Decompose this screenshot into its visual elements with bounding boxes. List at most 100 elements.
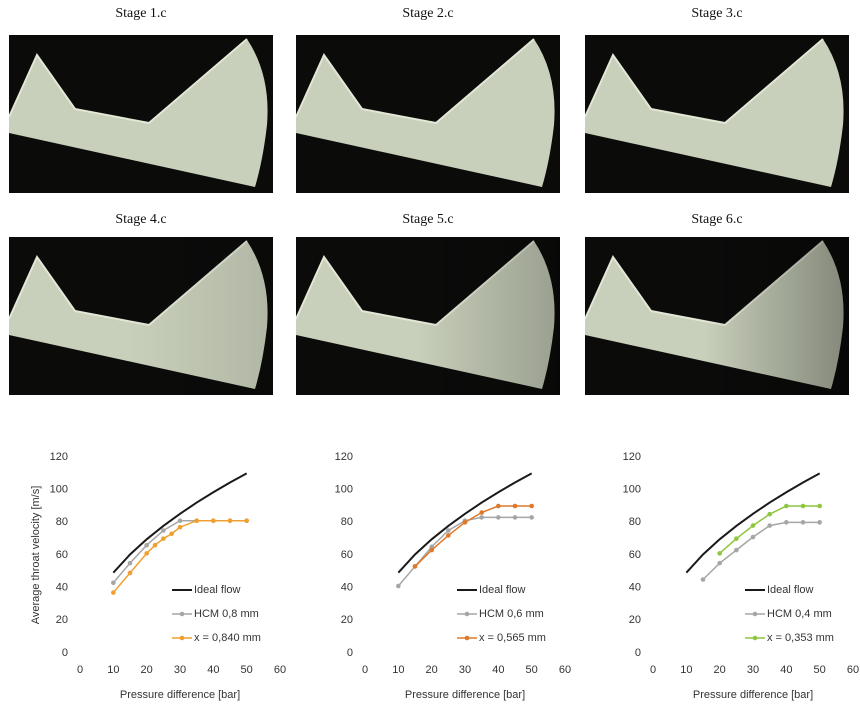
x-tick-label: 60 — [274, 664, 286, 676]
x-axis-label: Pressure difference [bar] — [120, 689, 240, 701]
y-tick-label: 60 — [341, 549, 353, 561]
point — [152, 542, 158, 548]
point — [717, 551, 722, 556]
legend-label: Ideal flow — [767, 584, 814, 596]
y-tick-label: 0 — [62, 647, 68, 659]
legend-label: x = 0,565 mm — [479, 632, 546, 644]
x-tick-label: 0 — [77, 664, 83, 676]
point — [161, 536, 166, 541]
y-tick-label: 120 — [623, 451, 641, 463]
photo — [585, 35, 849, 193]
x-tick-label: 0 — [650, 664, 656, 676]
point — [529, 503, 534, 509]
point — [817, 520, 822, 525]
series-line — [685, 472, 821, 574]
legend-label: x = 0,353 mm — [767, 632, 834, 644]
point — [169, 531, 174, 537]
point — [127, 570, 133, 576]
point — [429, 547, 434, 553]
point — [446, 533, 451, 538]
x-tick-label: 30 — [174, 664, 186, 676]
point — [144, 542, 149, 548]
point — [784, 520, 789, 525]
legend-marker — [179, 635, 185, 641]
point — [144, 551, 149, 556]
legend-label: HCM 0,6 mm — [479, 608, 544, 620]
y-tick-label: 80 — [56, 516, 68, 528]
x-tick-label: 60 — [847, 664, 859, 676]
legend-label: Ideal flow — [194, 584, 241, 596]
y-tick-label: 20 — [56, 614, 68, 626]
point — [462, 520, 468, 525]
point — [177, 524, 183, 530]
x-axis-label: Pressure difference [bar] — [405, 689, 525, 701]
photo — [9, 35, 273, 193]
y-tick-label: 40 — [56, 582, 68, 594]
x-tick-label: 40 — [492, 664, 504, 676]
point — [194, 518, 199, 523]
photo-label: Stage 6.c — [691, 212, 742, 227]
point — [111, 580, 116, 586]
point — [700, 577, 706, 582]
y-tick-label: 40 — [629, 582, 641, 594]
x-tick-label: 50 — [526, 664, 538, 676]
point — [429, 544, 434, 550]
point — [800, 503, 806, 509]
x-tick-label: 0 — [362, 664, 368, 676]
x-tick-label: 30 — [747, 664, 759, 676]
series-line — [112, 519, 247, 594]
point — [396, 583, 401, 589]
y-tick-label: 0 — [635, 647, 641, 659]
point — [161, 528, 166, 533]
x-tick-label: 20 — [714, 664, 726, 676]
y-tick-label: 20 — [629, 614, 641, 626]
y-tick-label: 100 — [623, 484, 641, 496]
x-tick-label: 10 — [107, 664, 119, 676]
y-tick-label: 80 — [629, 516, 641, 528]
y-tick-label: 60 — [56, 549, 68, 561]
point — [717, 560, 722, 566]
photo-shade — [296, 237, 560, 395]
x-tick-label: 10 — [392, 664, 404, 676]
point — [512, 503, 518, 509]
photo — [296, 35, 560, 193]
photo-label: Stage 3.c — [691, 6, 742, 21]
series-line — [112, 472, 248, 574]
point — [767, 523, 772, 528]
x-tick-label: 50 — [241, 664, 253, 676]
point — [227, 518, 233, 523]
photo-label: Stage 1.c — [115, 6, 166, 21]
point — [479, 510, 484, 515]
point — [750, 523, 756, 528]
series-line — [414, 505, 532, 567]
photo-label: Stage 5.c — [402, 212, 453, 227]
photo-label: Stage 4.c — [115, 212, 166, 227]
series-line — [702, 521, 820, 581]
point — [479, 515, 484, 520]
y-axis-label: Average throat velocity [m/s] — [30, 486, 42, 625]
point — [412, 564, 418, 569]
x-tick-label: 20 — [426, 664, 438, 676]
point — [244, 518, 249, 523]
point — [111, 590, 116, 595]
photo-label: Stage 2.c — [402, 6, 453, 21]
point — [529, 515, 534, 520]
legend-label: HCM 0,8 mm — [194, 608, 259, 620]
y-tick-label: 80 — [341, 516, 353, 528]
y-tick-label: 60 — [629, 549, 641, 561]
point — [512, 515, 518, 520]
legend-marker — [752, 611, 758, 617]
legend-label: HCM 0,4 mm — [767, 608, 832, 620]
legend-label: Ideal flow — [479, 584, 526, 596]
point — [734, 536, 739, 541]
photo-shade — [585, 237, 849, 395]
x-tick-label: 60 — [559, 664, 571, 676]
x-tick-label: 20 — [141, 664, 153, 676]
x-tick-label: 30 — [459, 664, 471, 676]
point — [734, 547, 739, 553]
x-axis-label: Pressure difference [bar] — [693, 689, 813, 701]
point — [800, 520, 806, 525]
series-line — [397, 472, 533, 574]
legend-marker — [464, 635, 470, 641]
